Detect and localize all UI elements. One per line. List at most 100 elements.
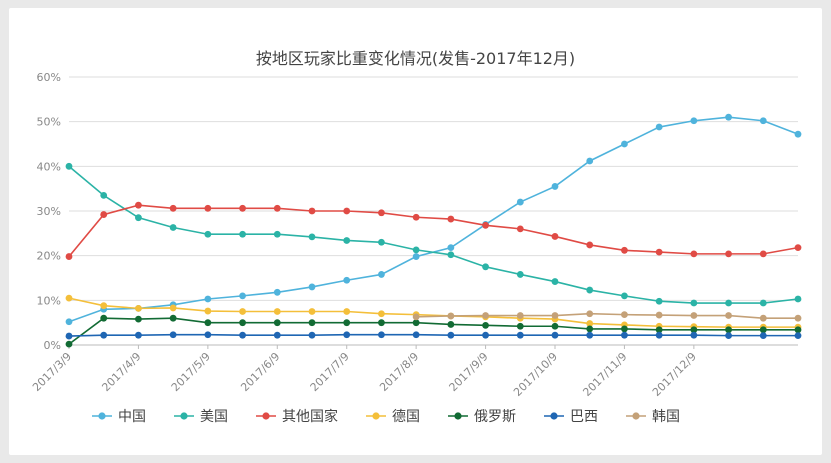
data-point [378,310,385,318]
data-point [725,250,732,258]
data-point [308,319,316,327]
data-point [65,332,73,340]
data-point [135,214,142,222]
legend-label: 巴西 [570,409,598,425]
data-point [239,331,246,339]
data-point [169,331,177,339]
data-point [135,304,142,312]
data-point [135,201,142,209]
data-point [516,198,524,206]
data-point [655,248,663,256]
data-point [482,321,489,329]
x-axis-ticks: 2017/3/9 2017/4/9 2017/5/9 2017/6/9 2017/7/9… [30,345,699,399]
data-point [343,319,351,327]
data-point [204,295,212,303]
data-point [447,215,455,223]
x-tick-label: 2017/9/9 [447,350,491,394]
y-tick-label: 30% [37,205,61,218]
data-point [551,331,559,339]
x-tick-label: 2017/3/9 [30,350,74,394]
series-lines [65,113,802,348]
data-point [690,312,698,319]
legend-swatch-dot [98,412,106,420]
data-point [794,326,802,334]
data-point [516,322,524,330]
data-point [378,209,385,217]
data-point [447,331,455,339]
data-point [690,299,698,307]
series-line [68,333,798,337]
data-point [378,319,385,327]
legend-label: 美国 [200,409,228,425]
y-tick-label: 20% [37,250,61,263]
series-line [416,312,798,320]
y-tick-label: 0% [44,339,61,352]
series-line [68,204,799,258]
data-point [308,331,316,339]
data-point [621,311,628,319]
data-point [65,294,73,302]
data-point [100,191,108,199]
data-point [308,207,316,215]
data-point [516,331,524,339]
data-point [378,331,385,339]
data-point [378,238,385,246]
data-point [482,312,489,319]
data-point [273,204,281,212]
data-point [586,310,594,318]
data-point [308,283,316,291]
data-point [65,318,73,326]
data-point [759,299,767,307]
x-tick-label: 2017/10/9 [511,350,560,399]
data-point [308,308,316,315]
legend-label: 中国 [118,409,146,425]
data-point [378,271,385,278]
y-tick-label: 60% [37,71,61,84]
data-point [690,326,698,334]
data-point [343,237,351,244]
data-point [308,233,316,241]
data-point [412,319,420,327]
line-chart: 0%10%20%30%40%50%60% 2017/3/9 2017/4/9 201… [30,71,802,425]
data-point [169,304,177,312]
legend-label: 德国 [392,409,420,425]
data-point [65,162,73,170]
data-point [100,211,108,218]
data-point [343,207,351,215]
y-axis-ticks: 0% 10% 20% 30% 40% 50% 60% [37,71,61,352]
legend-label: 其他国家 [282,408,338,425]
data-point [343,331,351,339]
data-point [794,332,802,340]
chart-title: 按地区玩家比重变化情况(发售-2017年12月) [255,49,576,68]
legend-swatch-dot [550,412,558,420]
data-point [759,117,767,125]
data-point [273,230,281,238]
data-point [551,233,559,240]
data-point [794,244,802,252]
data-point [586,157,594,165]
data-point [690,117,698,125]
x-tick-label: 2017/8/9 [377,350,421,394]
legend-label: 韩国 [652,409,680,425]
x-tick-label: 2017/4/9 [99,350,143,394]
data-point [169,204,177,212]
data-point [100,314,108,322]
data-point [100,331,108,339]
data-point [273,319,281,327]
data-point [65,340,73,348]
data-point [759,314,767,322]
legend-label: 俄罗斯 [474,409,516,425]
data-point [551,183,559,190]
data-point [621,325,628,333]
data-point [65,253,73,260]
data-point [239,204,246,212]
data-point [690,331,698,339]
data-point [551,312,559,319]
data-point [551,322,559,330]
x-tick-label: 2017/11/9 [580,350,629,399]
data-point [621,140,628,148]
data-point [239,292,246,300]
data-point [725,113,732,121]
data-point [135,315,142,323]
data-point [239,230,246,238]
